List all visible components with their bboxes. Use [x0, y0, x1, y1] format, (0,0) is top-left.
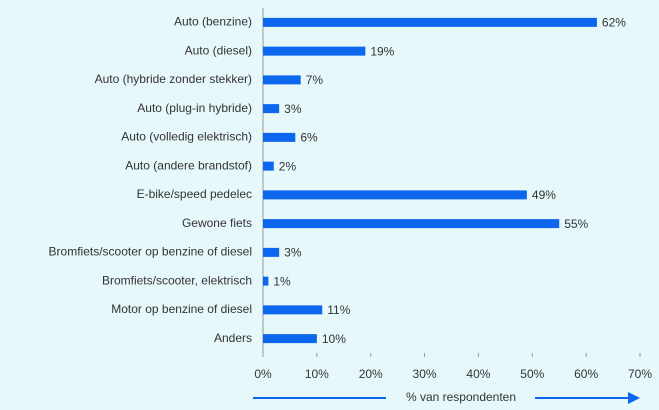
bar	[263, 305, 323, 315]
data-label: 2%	[279, 159, 297, 173]
x-axis-label: % van respondenten	[406, 390, 516, 404]
bar	[263, 46, 366, 56]
y-tick-label: Gewone fiets	[182, 216, 252, 230]
data-label: 1%	[273, 274, 291, 288]
x-tick-label: 10%	[305, 367, 329, 381]
data-label: 62%	[602, 16, 626, 30]
bar	[263, 161, 274, 171]
bar	[263, 17, 597, 27]
y-tick-label: Anders	[214, 331, 252, 345]
x-tick-label: 0%	[254, 367, 272, 381]
data-label: 6%	[300, 131, 318, 145]
y-tick-label: E-bike/speed pedelec	[137, 187, 252, 201]
y-tick-label: Bromfiets/scooter op benzine of diesel	[49, 245, 252, 259]
y-tick-label: Auto (diesel)	[185, 43, 252, 57]
x-tick-label: 50%	[520, 367, 544, 381]
bar	[263, 190, 527, 200]
bar	[263, 132, 296, 142]
y-tick-label: Bromfiets/scooter, elektrisch	[102, 273, 252, 287]
data-label: 7%	[306, 73, 324, 87]
bar	[263, 104, 280, 114]
data-label: 11%	[327, 303, 350, 317]
x-tick-label: 60%	[574, 367, 598, 381]
bar	[263, 247, 280, 257]
y-tick-label: Auto (benzine)	[174, 15, 252, 29]
y-tick-label: Auto (plug-in hybride)	[137, 101, 252, 115]
x-tick-label: 70%	[628, 367, 652, 381]
bar	[263, 219, 560, 229]
data-label: 19%	[370, 44, 394, 58]
y-tick-label: Motor op benzine of diesel	[111, 302, 252, 316]
bar	[263, 75, 301, 85]
bar	[263, 276, 269, 286]
x-tick-label: 40%	[466, 367, 490, 381]
bar	[263, 334, 317, 344]
x-tick-label: 20%	[359, 367, 383, 381]
arrow-head	[628, 392, 640, 404]
data-label: 49%	[532, 188, 556, 202]
y-tick-label: Auto (andere brandstof)	[125, 158, 252, 172]
x-tick-label: 30%	[413, 367, 437, 381]
data-label: 3%	[284, 102, 302, 116]
data-label: 10%	[322, 332, 346, 346]
data-label: 3%	[284, 246, 302, 260]
y-tick-label: Auto (volledig elektrisch)	[121, 130, 252, 144]
data-label: 55%	[564, 217, 588, 231]
y-tick-label: Auto (hybride zonder stekker)	[95, 72, 252, 86]
